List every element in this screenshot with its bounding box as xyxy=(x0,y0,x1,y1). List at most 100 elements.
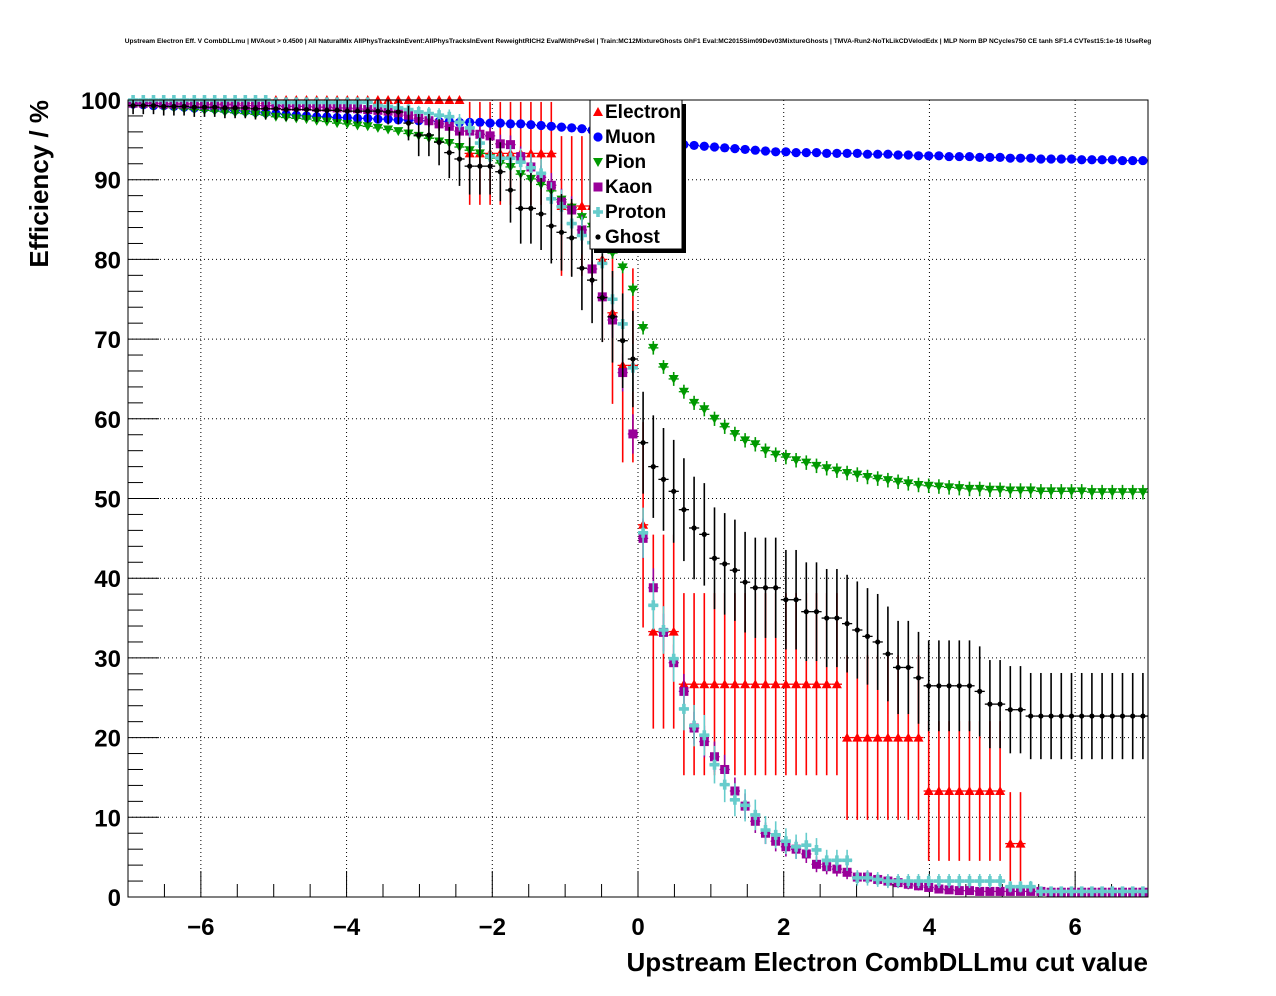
ghost-marker xyxy=(966,683,973,689)
proton-marker xyxy=(1097,886,1108,897)
electron-marker xyxy=(740,679,751,689)
pion-marker xyxy=(780,453,791,463)
muon-marker xyxy=(995,152,1005,162)
electron-marker xyxy=(791,679,802,689)
proton-marker xyxy=(1076,886,1087,897)
electron-marker xyxy=(760,679,771,689)
ghost-marker xyxy=(1007,707,1013,713)
ghost-point xyxy=(342,100,353,124)
proton-point xyxy=(780,828,791,855)
electron-marker xyxy=(821,679,832,689)
pion-point xyxy=(1097,484,1108,500)
proton-marker xyxy=(689,720,700,731)
proton-point xyxy=(862,870,873,886)
proton-point xyxy=(954,874,965,889)
legend-marker-electron xyxy=(593,107,603,116)
muon-point xyxy=(831,148,842,158)
pion-marker xyxy=(1076,487,1087,497)
electron-marker xyxy=(913,732,924,742)
muon-marker xyxy=(842,148,852,158)
ghost-point xyxy=(893,620,904,715)
x-tick-label: 2 xyxy=(777,914,790,941)
ghost-marker xyxy=(293,106,299,113)
muon-marker xyxy=(964,151,975,162)
ghost-marker xyxy=(375,108,381,114)
electron-point xyxy=(954,721,965,861)
muon-marker xyxy=(750,145,760,155)
ghost-marker xyxy=(630,356,636,362)
ghost-point xyxy=(189,100,200,117)
pion-point xyxy=(1025,483,1036,498)
muon-point xyxy=(811,148,822,158)
ghost-point xyxy=(638,391,649,494)
legend-label-proton: Proton xyxy=(605,202,666,223)
proton-marker xyxy=(454,117,465,128)
ghost-marker xyxy=(497,169,503,175)
muon-point xyxy=(474,117,485,127)
muon-point xyxy=(882,149,893,159)
muon-point xyxy=(1127,155,1138,166)
muon-marker xyxy=(1077,155,1087,165)
muon-marker xyxy=(1128,155,1138,166)
ghost-point xyxy=(454,132,465,186)
ghost-marker xyxy=(344,108,350,114)
pion-point xyxy=(658,360,669,374)
muon-point xyxy=(893,150,904,160)
ghost-marker xyxy=(252,106,259,112)
ghost-point xyxy=(1005,666,1016,754)
pion-marker xyxy=(709,414,720,424)
ghost-point xyxy=(230,100,241,119)
proton-marker xyxy=(964,876,975,887)
x-tick-label: −4 xyxy=(333,914,361,941)
ghost-point xyxy=(546,188,557,264)
proton-point xyxy=(1107,886,1118,897)
pion-marker xyxy=(1025,486,1036,496)
ghost-point xyxy=(658,427,669,531)
proton-point xyxy=(729,783,740,817)
proton-marker xyxy=(1046,886,1057,897)
ghost-marker xyxy=(864,633,871,639)
electron-marker xyxy=(780,679,791,689)
proton-point xyxy=(444,109,455,124)
pion-point xyxy=(923,478,934,494)
ghost-point xyxy=(862,588,873,685)
ghost-point xyxy=(944,640,955,732)
pion-marker xyxy=(1086,488,1097,498)
legend-box xyxy=(589,99,683,250)
proton-marker xyxy=(760,825,771,836)
ghost-point xyxy=(444,127,455,179)
pion-point xyxy=(719,419,730,434)
ghost-point xyxy=(709,507,720,610)
pion-point xyxy=(893,474,904,490)
ghost-marker xyxy=(416,132,422,138)
muon-point xyxy=(699,141,710,151)
pion-point xyxy=(362,122,373,132)
ghost-point xyxy=(1056,672,1067,760)
proton-point xyxy=(1066,886,1077,897)
ghost-marker xyxy=(558,229,565,235)
ghost-point xyxy=(434,119,445,166)
ghost-point xyxy=(311,100,322,123)
kaon-marker xyxy=(944,885,954,895)
pion-point xyxy=(689,395,700,410)
ghost-marker xyxy=(660,476,667,482)
electron-marker xyxy=(709,679,720,689)
ghost-point xyxy=(627,310,638,408)
pion-point xyxy=(780,449,791,465)
legend-entry-ghost: Ghost xyxy=(595,227,661,248)
proton-point xyxy=(658,606,669,654)
ghost-point xyxy=(362,100,373,124)
muon-marker xyxy=(699,141,709,151)
ghost-marker xyxy=(436,139,442,145)
muon-marker xyxy=(516,119,526,129)
pion-marker xyxy=(689,398,700,408)
ghost-point xyxy=(689,476,700,580)
ghost-marker xyxy=(1048,713,1054,719)
proton-marker xyxy=(770,829,781,840)
muon-point xyxy=(525,120,536,130)
proton-marker xyxy=(791,841,802,852)
ghost-marker xyxy=(579,265,585,271)
pion-marker xyxy=(893,477,904,487)
ghost-point xyxy=(964,640,975,732)
proton-marker xyxy=(811,844,822,855)
